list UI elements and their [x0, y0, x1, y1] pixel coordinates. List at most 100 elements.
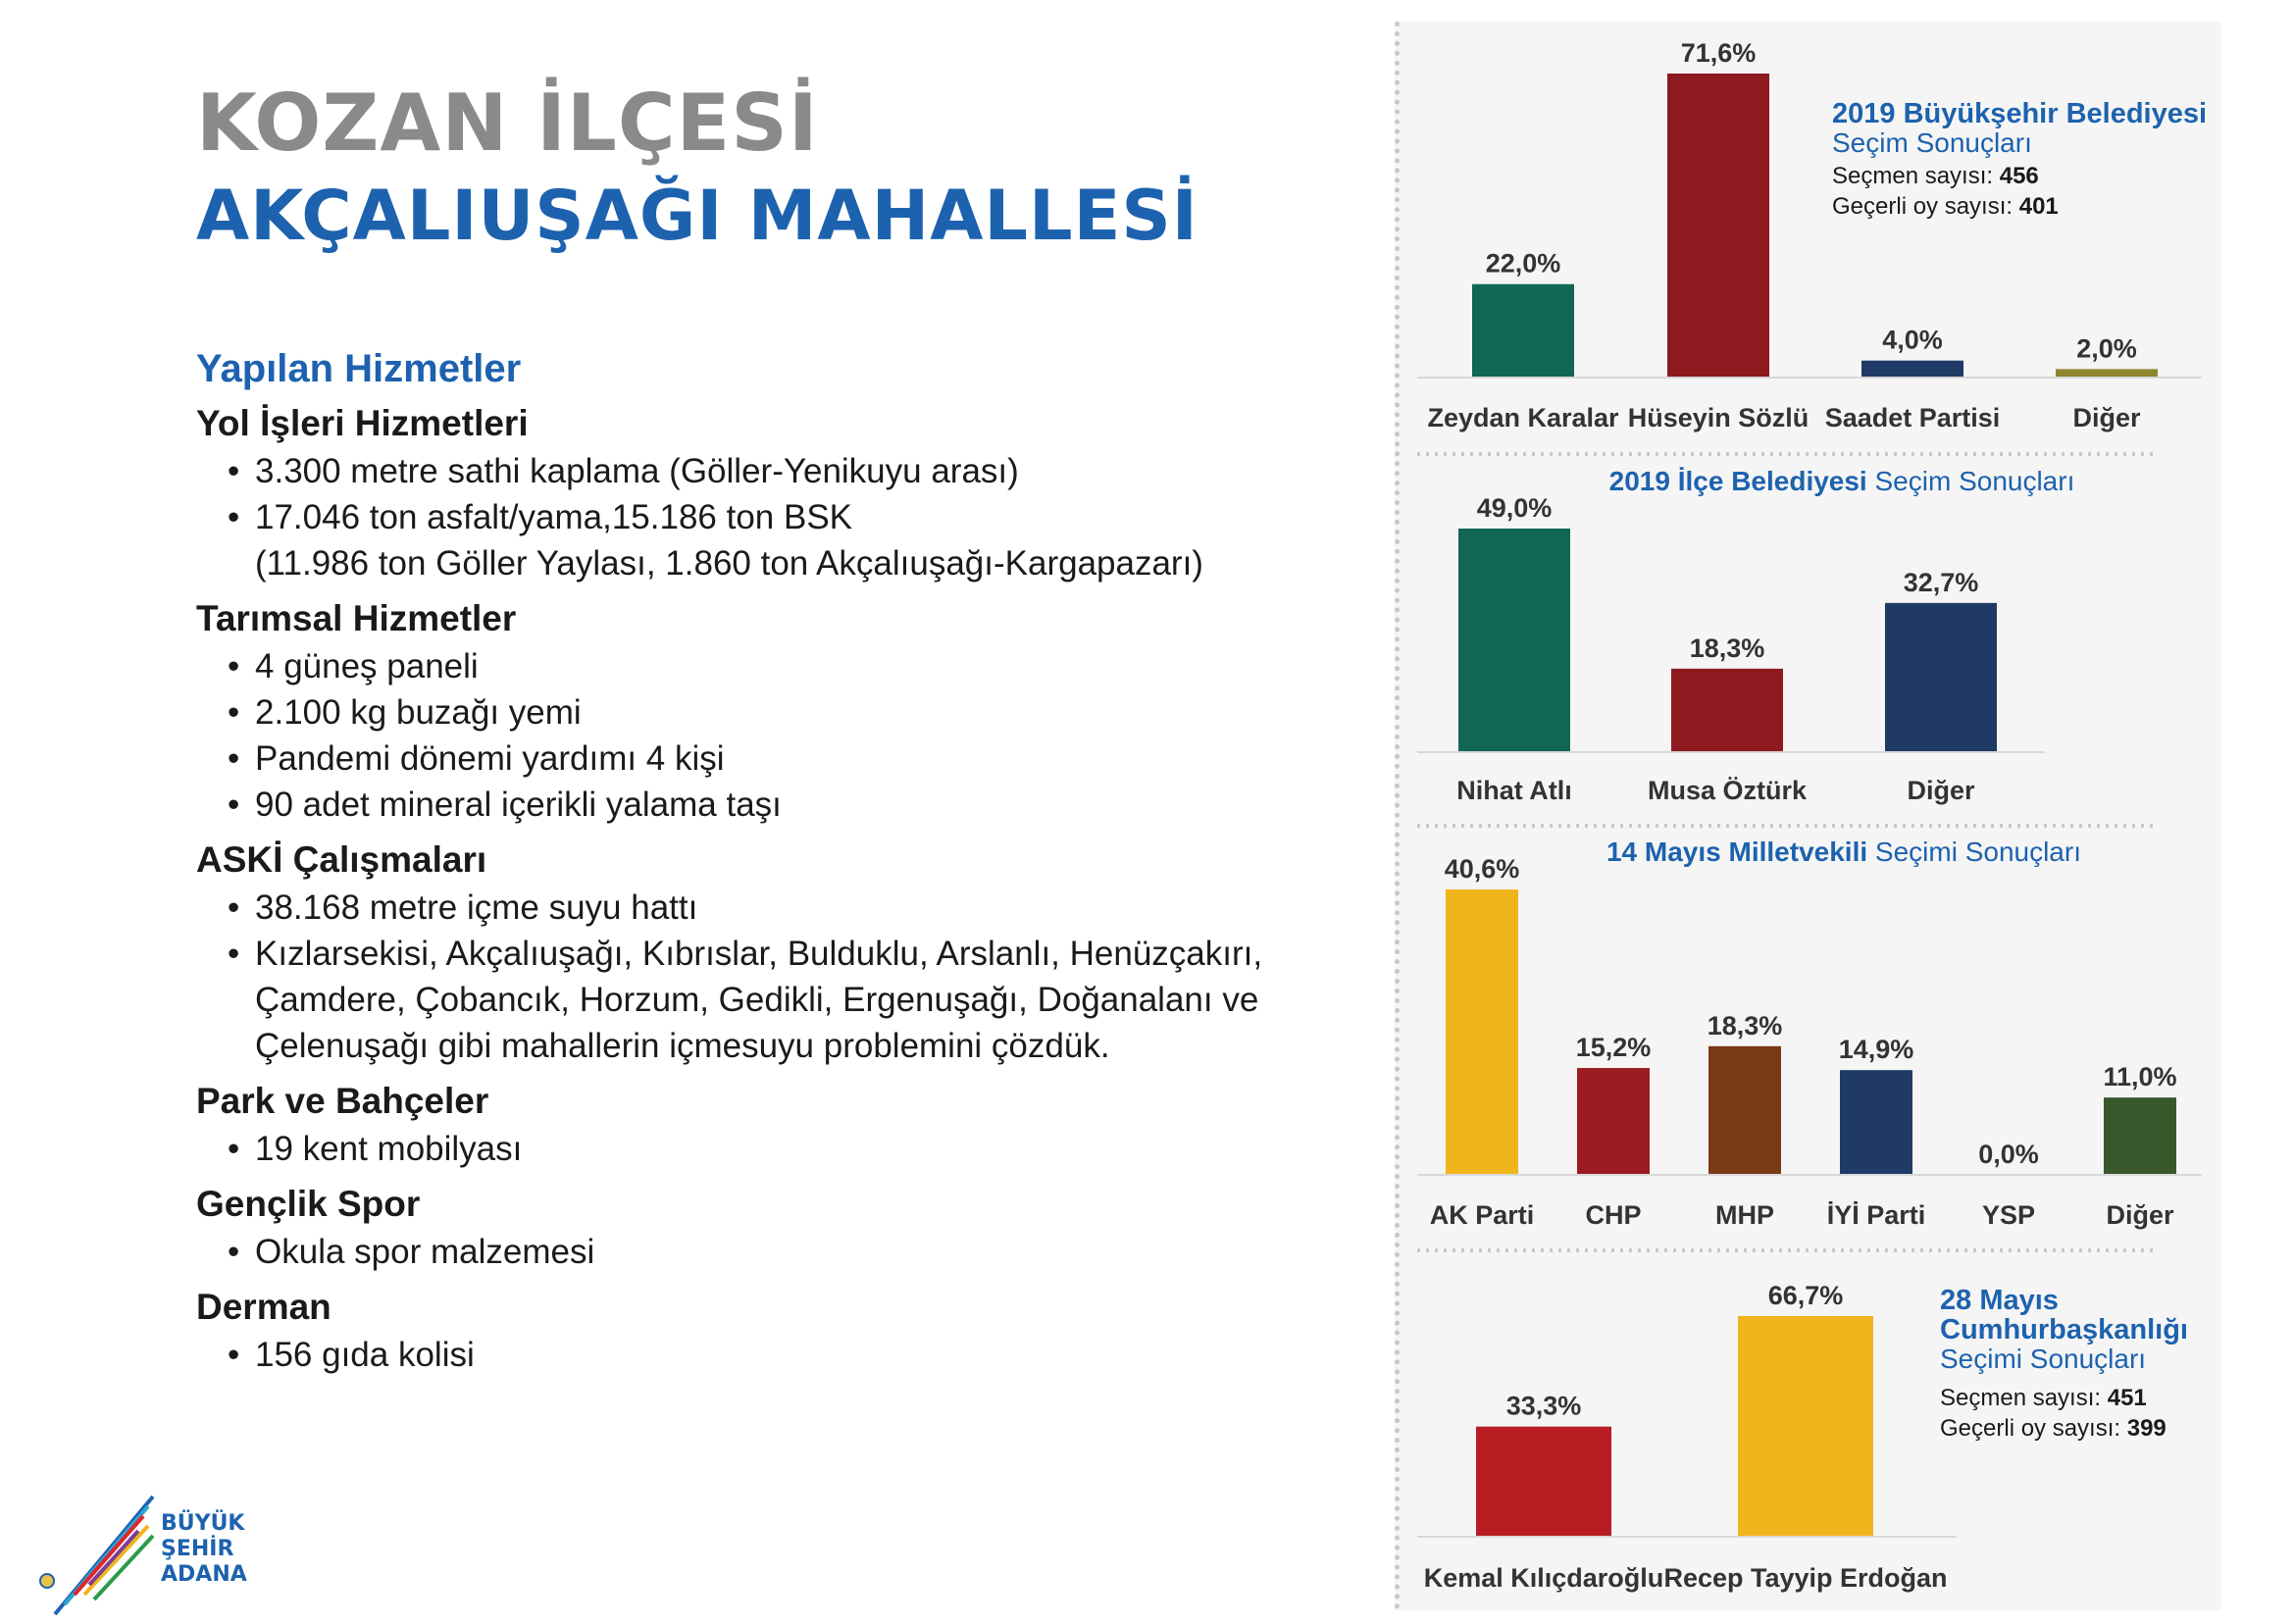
data-label: 71,6%	[1681, 38, 1757, 68]
service-item-text: 90 adet mineral içerikli yalama taşı	[255, 786, 782, 824]
service-section-title: Tarımsal Hizmetler	[196, 598, 517, 638]
service-item: • Pandemi dönemi yardımı 4 kişi	[228, 736, 1373, 782]
data-label: 0,0%	[1978, 1140, 2039, 1169]
service-item: • 156 gıda kolisi	[228, 1332, 1373, 1378]
service-item-text: Kızlarsekisi, Akçalıuşağı, Kıbrıslar, Bu…	[255, 935, 1263, 973]
service-section: Tarımsal Hizmetler • 4 güneş paneli • 2.100 …	[196, 598, 1373, 828]
category-label: Kemal Kılıçdaroğlu	[1424, 1563, 1664, 1593]
chart-title-bold: 2019 Büyükşehir Belediyesi	[1832, 98, 2207, 129]
chart-info: Geçerli oy sayısı: 401	[1832, 193, 2059, 220]
bar	[2056, 369, 2158, 378]
buyuksehir-adana-logo: BÜYÜK ŞEHİR ADANA	[39, 1495, 247, 1616]
service-item-text: 17.046 ton asfalt/yama,15.186 ton BSK	[255, 498, 853, 536]
data-label: 40,6%	[1445, 854, 1520, 884]
service-section-title: ASKİ Çalışmaları	[196, 839, 487, 880]
data-label: 66,7%	[1768, 1281, 1844, 1310]
service-item-text: 3.300 metre sathi kaplama (Göller-Yeniku…	[255, 452, 1019, 490]
bar	[1472, 283, 1574, 378]
services-list: Yol İşleri Hizmetleri • 3.300 metre sathi …	[196, 403, 1373, 1378]
bar	[1671, 668, 1783, 752]
service-section: Gençlik Spor • Okula spor malzemesi	[196, 1184, 1373, 1275]
category-label: İYİ Parti	[1827, 1200, 1926, 1230]
service-item-text: Okula spor malzemesi	[255, 1233, 595, 1271]
bar	[1476, 1426, 1611, 1537]
data-label: 18,3%	[1708, 1011, 1783, 1040]
service-section: Park ve Bahçeler • 19 kent mobilyası	[196, 1081, 1373, 1172]
chart-title-rest: Seçimi Sonuçları	[1940, 1344, 2146, 1374]
bar	[1708, 1045, 1781, 1175]
bar	[1446, 889, 1518, 1175]
category-label: Zeydan Karalar	[1427, 403, 1619, 432]
data-label: 22,0%	[1486, 249, 1561, 279]
service-item-text: 156 gıda kolisi	[255, 1336, 475, 1374]
service-items: • 156 gıda kolisi	[196, 1332, 1373, 1378]
category-label: Nihat Atlı	[1456, 776, 1572, 805]
data-label: 18,3%	[1690, 634, 1765, 663]
chart-title: 14 Mayıs Milletvekili Seçimi Sonuçları	[1606, 837, 2081, 867]
district-title: KOZAN İLÇESİ	[196, 77, 819, 169]
service-item-text: Pandemi dönemi yardımı 4 kişi	[255, 739, 725, 778]
data-label: 49,0%	[1477, 493, 1553, 523]
category-label: YSP	[1982, 1200, 2035, 1230]
service-item: • 4 güneş paneli	[228, 643, 1373, 689]
service-item-text: 2.100 kg buzağı yemi	[255, 693, 582, 732]
service-item: • 3.300 metre sathi kaplama (Göller-Yenik…	[228, 448, 1373, 494]
bullet-icon: •	[228, 647, 240, 685]
data-label: 33,3%	[1506, 1392, 1582, 1421]
service-item-continuation: Çelenuşağı gibi mahallerin içmesuyu prob…	[255, 1027, 1110, 1065]
bullet-icon: •	[228, 786, 240, 824]
bullet-icon: •	[228, 935, 240, 973]
category-label: Diğer	[1907, 776, 1975, 805]
service-item-continuation: Çamdere, Çobancık, Horzum, Gedikli, Erge…	[255, 981, 1259, 1019]
chart-title-rest: Seçim Sonuçları	[1832, 127, 2032, 158]
data-label: 15,2%	[1576, 1033, 1652, 1062]
data-label: 11,0%	[2103, 1062, 2176, 1091]
bullet-icon: •	[228, 739, 240, 778]
chart-title-bold: 28 Mayıs	[1940, 1285, 2059, 1316]
bar	[2104, 1097, 2176, 1175]
logo-stripes-icon	[53, 1495, 155, 1616]
service-section-title: Park ve Bahçeler	[196, 1081, 489, 1121]
neighborhood-title: AKÇALIUŞAĞI MAHALLESİ	[196, 176, 1198, 256]
bullet-icon: •	[228, 693, 240, 732]
category-label: AK Parti	[1430, 1200, 1535, 1230]
service-section: Derman • 156 gıda kolisi	[196, 1287, 1373, 1378]
bullet-icon: •	[228, 1336, 240, 1374]
category-label: CHP	[1585, 1200, 1641, 1230]
data-label: 4,0%	[1882, 326, 1943, 355]
services-heading: Yapılan Hizmetler	[196, 347, 522, 390]
service-item-continuation: (11.986 ton Göller Yaylası, 1.860 ton Ak…	[255, 544, 1203, 583]
chart-title-bold: Cumhurbaşkanlığı	[1940, 1314, 2188, 1345]
service-items: • 4 güneş paneli • 2.100 kg buzağı yemi • Pan…	[196, 643, 1373, 828]
bullet-icon: •	[228, 888, 240, 927]
bar	[1577, 1068, 1650, 1175]
service-section: Yol İşleri Hizmetleri • 3.300 metre sathi …	[196, 403, 1373, 586]
service-item-text: 4 güneş paneli	[255, 647, 479, 685]
category-label: Musa Öztürk	[1648, 776, 1808, 805]
service-section-title: Derman	[196, 1287, 331, 1327]
bullet-icon: •	[228, 1130, 240, 1168]
logo-emblem-icon	[39, 1573, 55, 1589]
service-items: • 3.300 metre sathi kaplama (Göller-Yenik…	[196, 448, 1373, 540]
category-label: Diğer	[2106, 1200, 2174, 1230]
chart-title: 2019 İlçe Belediyesi Seçim Sonuçları	[1609, 466, 2075, 496]
service-item: • 17.046 ton asfalt/yama,15.186 ton BSK	[228, 494, 1373, 540]
bar	[1667, 74, 1769, 378]
logo-line2: ŞEHİR	[161, 1536, 233, 1561]
bullet-icon: •	[228, 1233, 240, 1271]
category-label: Recep Tayyip Erdoğan	[1663, 1563, 1947, 1593]
service-items: • 38.168 metre içme suyu hattı • Kızlarseki…	[196, 885, 1373, 977]
logo-line3: ADANA	[161, 1562, 247, 1587]
data-label: 14,9%	[1839, 1035, 1914, 1064]
service-items: • 19 kent mobilyası	[196, 1126, 1373, 1172]
service-item-text: 38.168 metre içme suyu hattı	[255, 888, 698, 927]
data-label: 2,0%	[2076, 333, 2137, 363]
bullet-icon: •	[228, 498, 240, 536]
bar	[1885, 602, 1997, 752]
bar	[1861, 360, 1963, 378]
service-section-title: Gençlik Spor	[196, 1184, 421, 1224]
service-item: • Kızlarsekisi, Akçalıuşağı, Kıbrıslar, B…	[228, 931, 1373, 977]
bar	[1738, 1316, 1873, 1537]
data-label: 32,7%	[1904, 568, 1979, 597]
